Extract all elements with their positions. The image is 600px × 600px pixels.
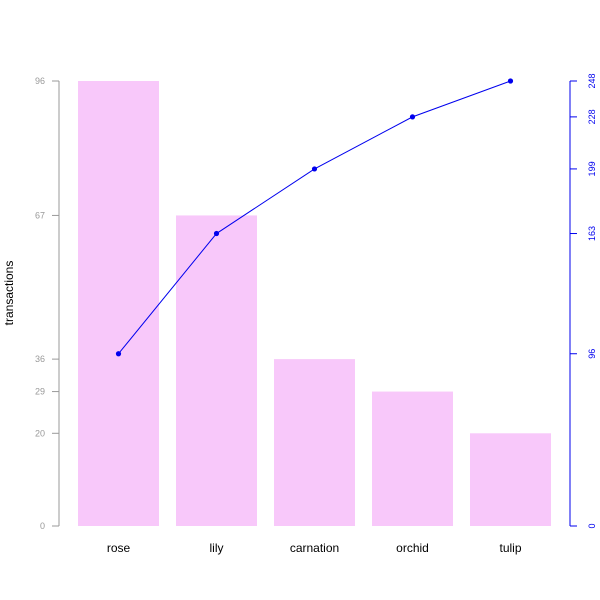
left-tick-label-0: 0 <box>40 521 45 531</box>
right-tick-label-248: 248 <box>587 73 597 88</box>
right-tick-label-96: 96 <box>587 349 597 359</box>
left-tick-label-20: 20 <box>35 428 45 438</box>
category-labels: rose lily carnation orchid tulip <box>107 541 522 555</box>
cumulative-point-lily <box>213 230 220 237</box>
cumulative-point-tulip <box>507 78 514 84</box>
right-tick-label-163: 163 <box>587 226 597 241</box>
bar-rose <box>78 81 159 526</box>
right-tick-label-0: 0 <box>587 523 597 528</box>
category-label-orchid: orchid <box>396 541 429 555</box>
left-axis: 0 20 29 36 67 96 <box>35 76 60 531</box>
right-tick-label-228: 228 <box>587 109 597 124</box>
bar-orchid <box>372 391 453 526</box>
category-label-carnation: carnation <box>290 541 339 555</box>
category-label-tulip: tulip <box>499 541 521 555</box>
bars-group <box>78 81 551 527</box>
right-axis: 0 96 163 199 228 248 <box>569 73 597 529</box>
left-tick-label-67: 67 <box>35 210 45 220</box>
category-label-lily: lily <box>210 541 224 555</box>
cumulative-line-group <box>115 78 514 357</box>
left-tick-label-29: 29 <box>35 387 45 397</box>
cumulative-point-orchid <box>409 114 416 120</box>
bar-tulip <box>470 433 551 526</box>
bar-carnation <box>274 359 355 526</box>
cumulative-point-rose <box>115 351 122 357</box>
cumulative-point-carnation <box>311 166 318 172</box>
right-tick-label-199: 199 <box>587 161 597 176</box>
left-tick-label-36: 36 <box>35 354 45 364</box>
left-tick-label-96: 96 <box>35 76 45 86</box>
category-label-rose: rose <box>107 541 131 555</box>
y-axis-label: transactions <box>2 261 16 326</box>
bar-lily <box>176 215 257 527</box>
